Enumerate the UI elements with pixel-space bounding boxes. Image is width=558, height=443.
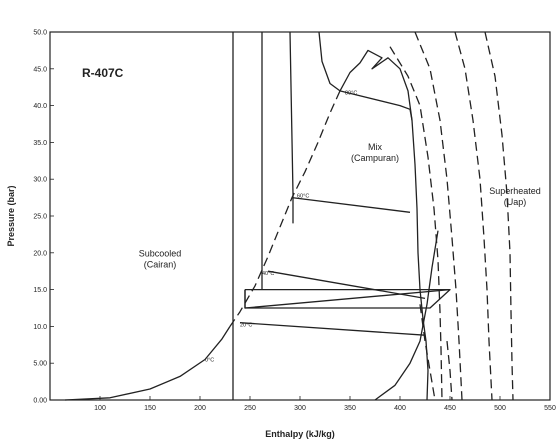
chart-line-20 <box>484 31 514 401</box>
region-label-superheated: (Uap) <box>504 197 527 207</box>
x-axis-label: Enthalpy (kJ/kg) <box>265 429 335 439</box>
y-tick-label: 20.0 <box>33 250 47 257</box>
chart-line-2 <box>64 326 231 401</box>
x-tick-label: 100 <box>94 405 106 412</box>
y-axis-ticks: 0.00 5.00 10.0 15.0 20.0 25.0 30.0 35.0 40.0 45.0… <box>33 30 54 405</box>
isotherm-label: 40°C <box>262 271 274 277</box>
chart-line-14 <box>244 288 451 309</box>
chart-title: R-407C <box>82 66 124 80</box>
chart-line-4 <box>374 230 439 401</box>
isotherm-label: 0°C <box>205 358 214 364</box>
x-tick-label: 250 <box>244 405 256 412</box>
y-axis-label: Pressure (bar) <box>6 185 16 246</box>
chart-line-8 <box>318 31 341 92</box>
x-tick-label: 450 <box>444 405 456 412</box>
region-label-mix: Mix <box>368 142 382 152</box>
region-label-mix: (Campuran) <box>351 153 399 163</box>
chart-line-3 <box>339 49 429 401</box>
y-tick-label: 45.0 <box>33 66 47 73</box>
chart-line-15 <box>389 46 443 401</box>
y-tick-label: 10.0 <box>33 324 47 331</box>
y-tick-label: 40.0 <box>33 103 47 110</box>
x-tick-label: 500 <box>494 405 506 412</box>
chart-line-12 <box>239 322 426 336</box>
chart-line-10 <box>291 196 411 213</box>
region-label-superheated: Superheated <box>489 186 541 196</box>
isotherm-label: 60°C <box>297 194 309 200</box>
y-tick-label: 25.0 <box>33 214 47 221</box>
isotherm-label: 80°C <box>345 91 357 97</box>
isotherm-label: 20°C <box>240 322 252 328</box>
isotherm-labels: 0°C 20°C 40°C 60°C 80°C <box>205 91 357 364</box>
chart-line-16 <box>414 31 463 401</box>
y-tick-label: 15.0 <box>33 287 47 294</box>
x-tick-label: 200 <box>194 405 206 412</box>
chart-line-18 <box>446 341 453 401</box>
y-tick-label: 0.00 <box>33 398 47 405</box>
x-tick-label: 550 <box>544 405 556 412</box>
chart-line-17 <box>419 304 436 401</box>
chart-line-7 <box>289 31 294 224</box>
region-label-subcooled: Subcooled <box>139 248 182 258</box>
chart-lines <box>64 31 514 401</box>
region-label-subcooled: (Cairan) <box>144 259 177 269</box>
y-tick-label: 30.0 <box>33 177 47 184</box>
y-tick-label: 50.0 <box>33 30 47 37</box>
region-labels: Subcooled(Cairan) Mix(Campuran) Superheate… <box>139 142 541 270</box>
x-tick-label: 300 <box>294 405 306 412</box>
x-tick-label: 150 <box>144 405 156 412</box>
x-tick-label: 350 <box>344 405 356 412</box>
chart-line-19 <box>454 31 493 401</box>
x-tick-label: 400 <box>394 405 406 412</box>
chart-line-9 <box>339 90 413 121</box>
x-axis-ticks: 100 150 200 250 300 350 400 450 500 550 <box>94 396 556 412</box>
y-tick-label: 5.00 <box>33 361 47 368</box>
y-tick-label: 35.0 <box>33 140 47 147</box>
chart-line-1 <box>229 90 341 327</box>
plot-frame <box>49 31 551 401</box>
